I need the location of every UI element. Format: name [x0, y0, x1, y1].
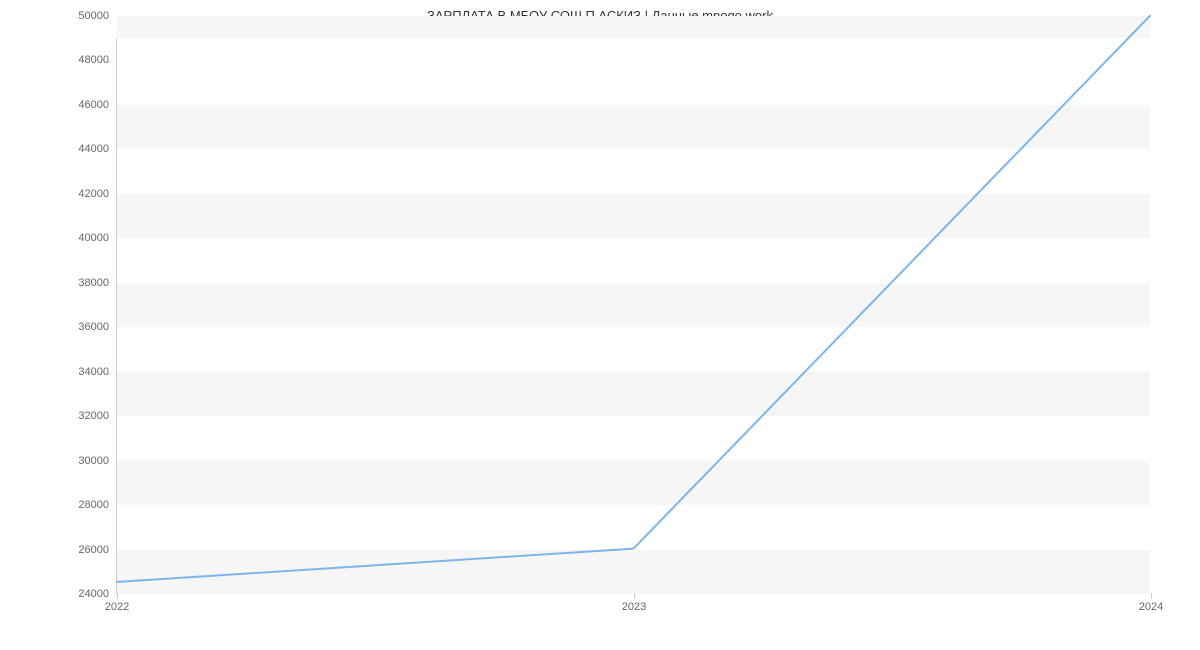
y-tick-label: 42000 — [78, 188, 117, 200]
y-tick-label: 44000 — [78, 143, 117, 155]
plot-area: 2400026000280003000032000340003600038000… — [116, 38, 1150, 594]
line-series — [117, 38, 1150, 593]
x-tick-label: 2024 — [1139, 593, 1163, 613]
y-tick-label: 28000 — [78, 499, 117, 511]
x-tick-label: 2022 — [105, 593, 129, 613]
series-line — [117, 16, 1150, 582]
grid-band — [117, 16, 1150, 38]
y-tick-label: 30000 — [78, 455, 117, 467]
y-tick-label: 36000 — [78, 321, 117, 333]
y-tick-label: 32000 — [78, 410, 117, 422]
y-tick-label: 50000 — [78, 10, 117, 22]
y-tick-label: 46000 — [78, 99, 117, 111]
y-tick-label: 38000 — [78, 277, 117, 289]
x-tick-label: 2023 — [622, 593, 646, 613]
y-tick-label: 40000 — [78, 232, 117, 244]
y-tick-label: 26000 — [78, 544, 117, 556]
y-tick-label: 34000 — [78, 366, 117, 378]
y-tick-label: 48000 — [78, 54, 117, 66]
salary-chart: ЗАРПЛАТА В МБОУ СОШ П.АСКИЗ | Данные mno… — [0, 0, 1200, 650]
